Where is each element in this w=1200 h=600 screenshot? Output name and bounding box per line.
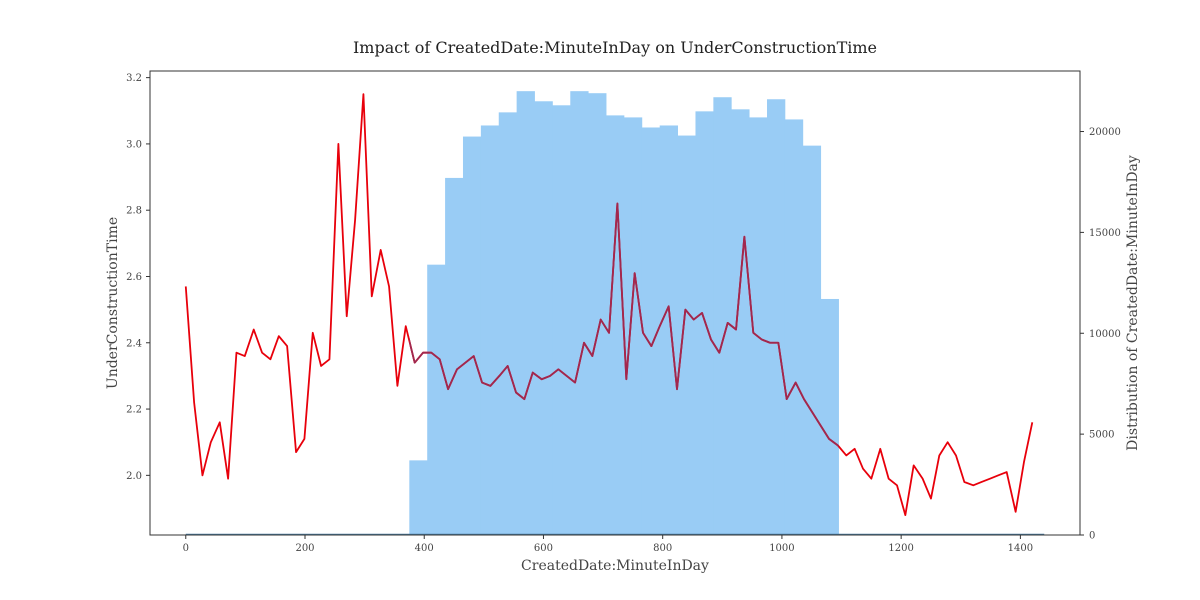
series-line-over-bars [409,202,839,448]
histogram-bar-11 [606,115,625,536]
x-tick-label-3: 600 [534,543,553,554]
histogram-bar-0 [409,460,428,535]
y-left-tick-label-4: 2.8 [126,206,142,217]
histogram-bar-12 [623,117,643,536]
x-axis-ticks: 0 200 400 600 800 1000 1200 1400 [183,535,1033,554]
y-right-axis-ticks: 0 5000 10000 15000 20000 [1080,127,1121,542]
x-tick-label-7: 1400 [1008,543,1033,554]
y-left-tick-label-5: 3.0 [126,139,142,150]
y-left-tick-label-2: 2.4 [126,338,142,349]
x-tick-label-0: 0 [183,543,189,554]
y-left-axis-label: UnderConstructionTime [105,217,121,389]
y-left-tick-label-0: 2.0 [126,471,142,482]
y-left-axis-ticks: 2.0 2.2 2.4 2.6 2.8 3.0 3.2 [126,73,150,482]
y-right-tick-label-2: 10000 [1089,329,1121,340]
y-right-tick-label-3: 15000 [1089,228,1121,239]
series-lines [184,93,1034,517]
x-tick-label-2: 400 [415,543,434,554]
histogram-bar-10 [588,93,607,535]
y-right-tick-label-1: 5000 [1089,430,1114,441]
plot-frame [149,70,1081,536]
histogram-bar-13 [641,127,661,536]
histogram-bar-17 [713,97,732,536]
histogram-bar-18 [731,109,750,535]
x-tick-label-6: 1200 [888,543,913,554]
y-left-tick-label-3: 2.6 [126,272,142,283]
chart-title: Impact of CreatedDate:MinuteInDay on Und… [353,38,877,57]
y-left-tick-label-1: 2.2 [126,405,142,416]
histogram-bar-4 [480,125,500,535]
x-tick-label-5: 1000 [769,543,794,554]
x-tick-label-1: 200 [295,543,314,554]
histogram-bar-14 [659,125,678,535]
histogram-bars [409,91,839,536]
y-right-tick-label-0: 0 [1089,531,1095,542]
histogram-bar-6 [516,91,535,535]
histogram-bar-9 [570,91,589,535]
histogram-bar-5 [498,112,518,536]
y-left-tick-label-6: 3.2 [126,73,142,84]
histogram-bar-8 [552,105,571,535]
histogram-bar-3 [462,136,482,535]
histogram-bar-23 [820,298,839,535]
histogram-bar-19 [749,117,768,536]
histogram-bar-21 [784,119,804,535]
x-axis-label: CreatedDate:MinuteInDay [521,558,709,574]
histogram-bar-22 [802,145,822,535]
histogram-bar-20 [767,99,786,536]
histogram-bar-2 [445,177,464,535]
y-right-axis-label: Distribution of CreatedDate:MinuteInDay [1125,155,1141,451]
y-right-tick-label-4: 20000 [1089,127,1121,138]
histogram-bar-1 [427,264,446,535]
histogram-bar-7 [534,101,553,536]
histogram-bar-15 [677,135,696,535]
x-tick-label-4: 800 [653,543,672,554]
